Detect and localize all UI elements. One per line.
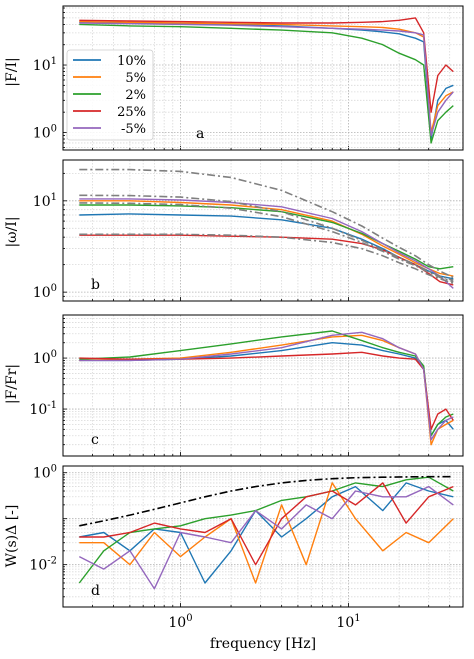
- series-line-25pct: [79, 482, 454, 566]
- y-tick-label: 100: [33, 349, 57, 367]
- axes-frame: [62, 314, 464, 457]
- axes-frame: [62, 5, 464, 151]
- series-line-10pct: [79, 482, 454, 584]
- series-line-25pct: [79, 234, 454, 286]
- series-line-neg5pct: [79, 22, 454, 137]
- reference-dashdot-line: [79, 202, 454, 283]
- y-tick-label: 10-1: [29, 400, 57, 418]
- axes-frame: [62, 159, 464, 302]
- y-axis-label: |F/Fr|: [4, 364, 20, 404]
- panel-annotation: b: [91, 277, 100, 293]
- series-line-2pct: [78, 476, 454, 584]
- y-tick-label: 101: [33, 56, 57, 74]
- reference-dashdot-line: [79, 168, 454, 279]
- series-group: [79, 168, 454, 289]
- series-line-2pct: [79, 204, 454, 270]
- x-tick-label: 101: [336, 613, 360, 631]
- y-axis-label: |F/I|: [4, 57, 20, 86]
- series-line-25pct: [79, 351, 454, 430]
- legend-label: 25%: [117, 105, 146, 120]
- series-line-25pct: [79, 17, 454, 113]
- series-line-neg5pct: [79, 198, 454, 289]
- panel-c: 10-1 100 |F/Fr| c: [4, 314, 464, 457]
- series-line-neg5pct: [79, 331, 454, 441]
- panel-b: 100 101 |ω/I| b: [4, 159, 464, 302]
- legend: 10% 5% 2% 25% -5%: [66, 49, 154, 141]
- x-axis-label: frequency [Hz]: [210, 636, 316, 652]
- y-tick-label: 100: [33, 123, 57, 141]
- y-tick-label: 100: [33, 464, 57, 482]
- panel-d: 10-2 100 W(s)Δ [-] d 100 101: [4, 464, 464, 631]
- x-tick-label: 100: [168, 613, 192, 631]
- y-axis-label: W(s)Δ [-]: [4, 505, 20, 568]
- series-line-2pct: [79, 330, 454, 437]
- legend-box: [66, 49, 154, 141]
- reference-dashdot-line: [79, 233, 454, 285]
- panel-annotation: a: [196, 126, 204, 142]
- series-line-5pct: [79, 334, 454, 446]
- series-line-5pct: [79, 20, 454, 134]
- axes-frame: [62, 465, 464, 608]
- series-group: [79, 330, 454, 446]
- series-line-2pct: [79, 23, 454, 144]
- legend-label: 10%: [117, 54, 146, 69]
- series-line-neg5pct: [78, 485, 454, 590]
- legend-label: 5%: [125, 71, 146, 86]
- y-axis-label: |ω/I|: [4, 216, 20, 247]
- series-line-5pct: [79, 482, 454, 584]
- series-group: [78, 475, 454, 590]
- legend-label: 2%: [125, 88, 146, 103]
- series-group: [79, 17, 454, 144]
- reference-dashdot-line: [79, 194, 454, 281]
- panel-annotation: c: [91, 432, 99, 448]
- panel-annotation: d: [91, 583, 100, 599]
- y-tick-label: 100: [33, 283, 57, 301]
- reference-dashdot-line: [79, 475, 454, 527]
- series-line-10pct: [79, 213, 454, 280]
- y-tick-label: 10-2: [29, 556, 57, 574]
- y-tick-label: 101: [33, 192, 57, 210]
- legend-label: -5%: [121, 122, 146, 137]
